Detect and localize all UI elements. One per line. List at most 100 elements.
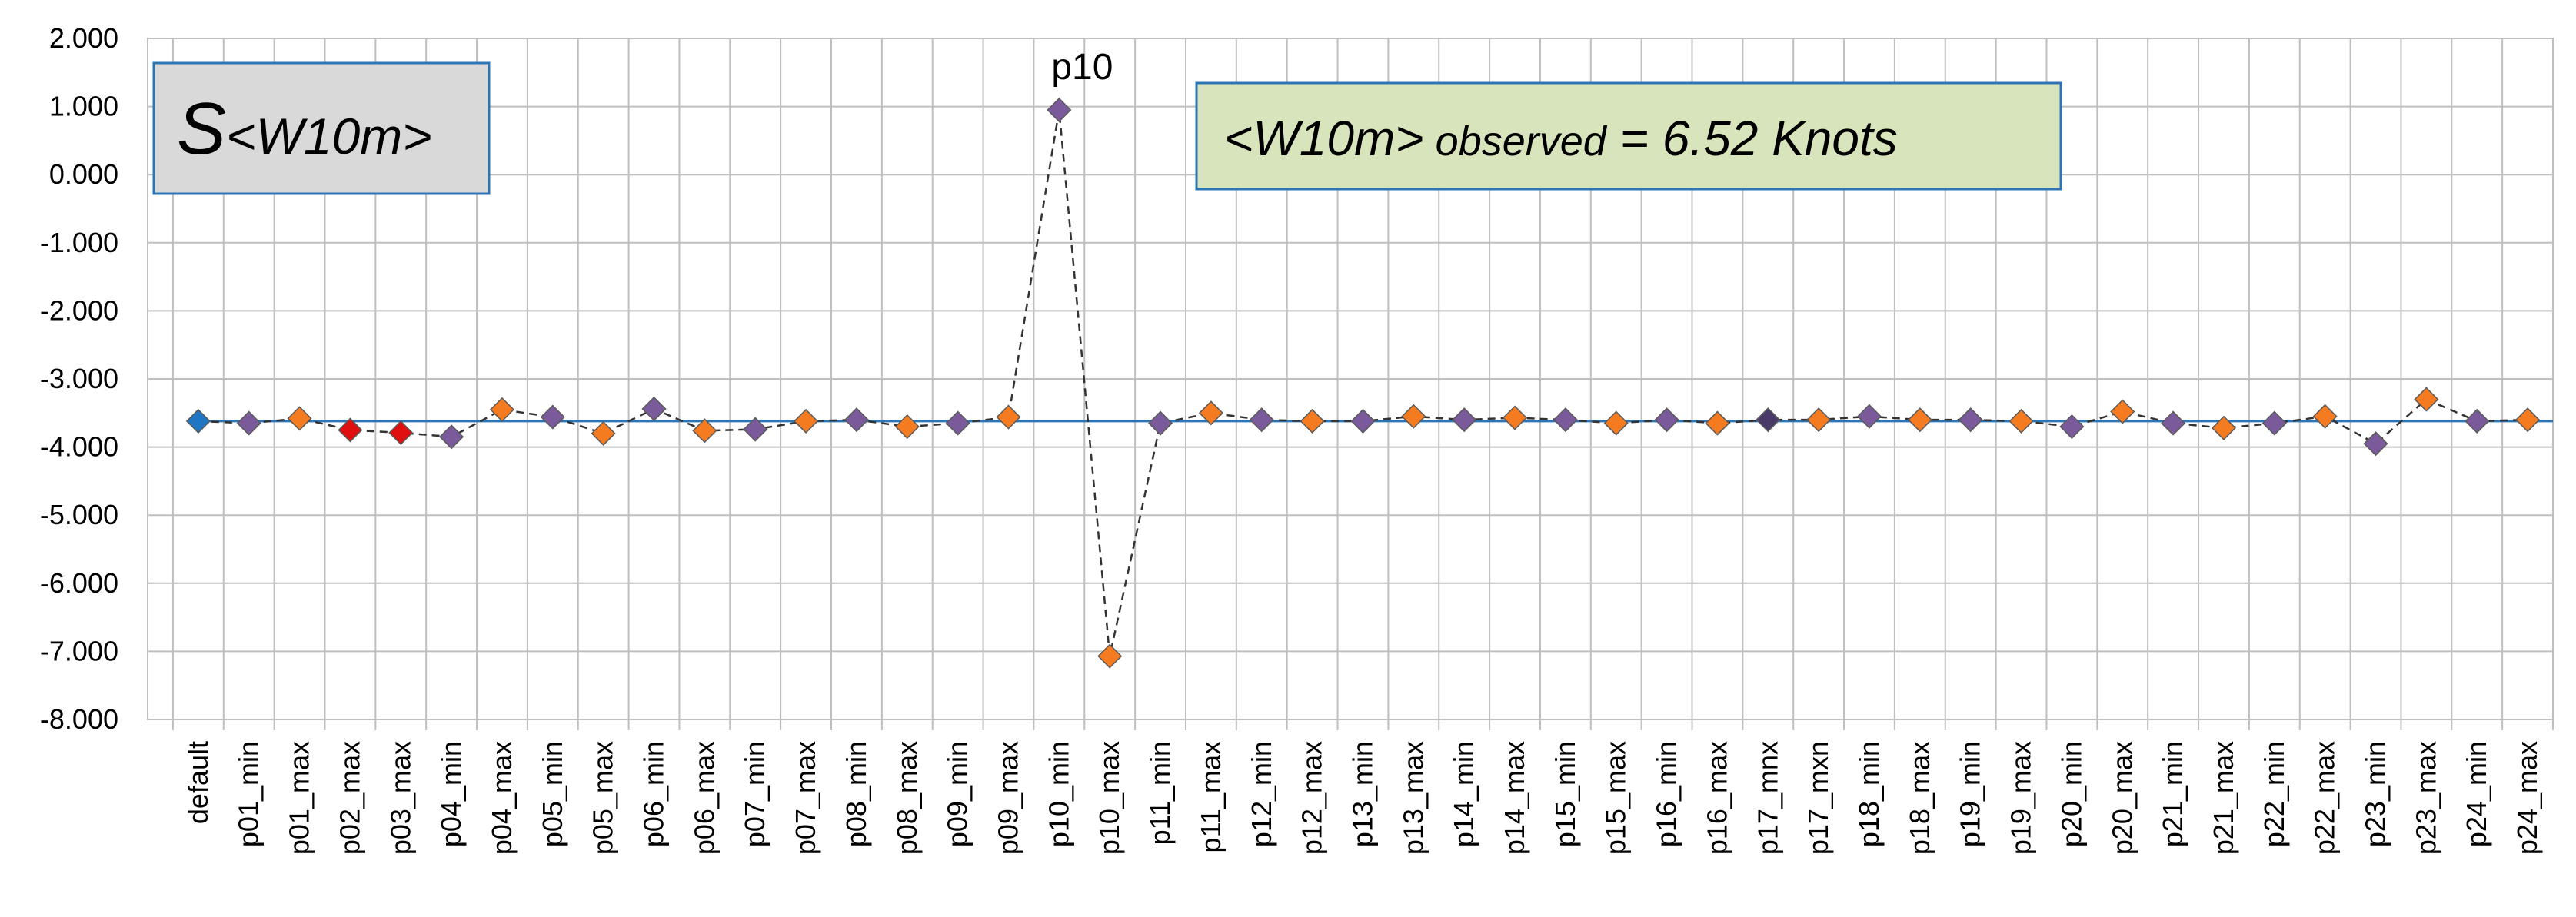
x-tick-label: p03_max [384, 741, 416, 855]
svg-text:S<W10m>: S<W10m> [177, 88, 432, 170]
data-point-p10_min [1047, 97, 1072, 123]
x-tick-label: p15_max [1600, 741, 1632, 855]
observed-variable: <W10m> [1224, 111, 1424, 166]
y-tick-label: 0.000 [49, 158, 118, 190]
data-point-p13_min [1350, 408, 1376, 434]
y-tick-label: -4.000 [40, 431, 118, 463]
data-point-p01_min [236, 410, 261, 436]
data-point-p04_min [439, 424, 464, 450]
data-point-p14_min [1452, 407, 1477, 433]
x-tick-label: p13_max [1397, 741, 1429, 855]
y-tick-label: -2.000 [40, 294, 118, 326]
y-tick-label: -1.000 [40, 227, 118, 258]
data-point-p18_max [1907, 407, 1932, 433]
data-point-p08_max [894, 414, 920, 440]
data-point-p21_min [2161, 410, 2186, 436]
data-point-p09_max [996, 404, 1021, 430]
observed-value: = 6.52 Knots [1606, 111, 1898, 166]
x-tick-label: p05_min [537, 741, 568, 847]
sensitivity-label-box: S<W10m> [152, 61, 491, 195]
x-tick-label: p19_max [2005, 741, 2037, 855]
x-tick-label: p09_min [942, 741, 973, 847]
x-tick-label: p01_max [284, 741, 315, 855]
x-tick-label: p01_min [233, 741, 265, 847]
data-point-p16_max [1705, 410, 1730, 436]
y-tick-label: 2.000 [49, 22, 118, 54]
x-tick-label: p20_min [2055, 741, 2087, 847]
data-point-p14_max [1502, 405, 1528, 430]
label-layer: p10 [1051, 47, 1113, 88]
data-point-p03_max [388, 420, 414, 446]
series-line [198, 109, 2528, 656]
data-point-p15_min [1553, 407, 1578, 433]
x-tick-label: p14_max [1499, 741, 1530, 855]
data-point-p16_min [1654, 407, 1679, 433]
x-tick-label: p23_min [2360, 741, 2391, 847]
x-tick-label: p18_min [1853, 741, 1885, 847]
axis-layer: 2.000 1.000 0.000 -1.000 -2.000 -3.000 -4.000 -… [40, 22, 2554, 855]
x-tick-label: p19_min [1955, 741, 1986, 847]
data-point-p20_max [2110, 399, 2135, 424]
x-tick-label: p20_max [2106, 741, 2138, 855]
data-point-p21_max [2211, 415, 2237, 440]
x-tick-label: p17_mnx [1752, 741, 1783, 855]
data-point-p10_max [1097, 643, 1123, 669]
y-tick-label: -6.000 [40, 567, 118, 599]
x-tick-label: p05_max [587, 741, 619, 855]
data-point-p24_min [2465, 408, 2490, 434]
data-point-p13_max [1401, 404, 1426, 429]
data-point-p17_mnx [1756, 407, 1781, 433]
y-tick-label: -3.000 [40, 363, 118, 394]
y-tick-label: -8.000 [40, 703, 118, 735]
x-tick-label: p04_min [435, 741, 467, 847]
x-tick-label: p18_max [1904, 741, 1935, 855]
y-tick-label: 1.000 [49, 91, 118, 122]
data-point-p04_max [489, 397, 515, 422]
peak-annotation: p10 [1051, 47, 1113, 88]
x-tick-label: p22_min [2258, 741, 2290, 847]
data-point-p22_min [2261, 410, 2287, 436]
x-tick-label: p06_min [638, 741, 670, 847]
data-point-p19_min [1958, 407, 1983, 433]
data-point-p12_min [1249, 407, 1274, 433]
data-point-p17_mxn [1806, 407, 1832, 433]
x-tick-label: p08_max [891, 741, 923, 855]
data-point-p06_min [641, 396, 667, 422]
x-tick-label: p24_min [2461, 741, 2492, 847]
x-tick-label: p07_max [790, 741, 821, 855]
data-point-p22_max [2312, 404, 2338, 429]
x-tick-label: p07_min [739, 741, 770, 847]
x-tick-label: p11_max [1195, 741, 1226, 852]
x-tick-label: p21_min [2157, 741, 2188, 847]
data-point-p05_max [591, 420, 616, 446]
x-tick-label: p23_max [2410, 741, 2441, 855]
x-tick-label: default [182, 741, 214, 824]
x-tick-label: p02_max [334, 741, 365, 855]
data-point-p15_max [1603, 410, 1629, 436]
data-point-p18_min [1856, 404, 1882, 429]
x-tick-label: p16_max [1701, 741, 1732, 855]
x-tick-label: p08_min [840, 741, 872, 847]
x-tick-label: p16_min [1651, 741, 1682, 847]
marker-layer [185, 97, 2541, 669]
data-point-p11_min [1147, 410, 1173, 436]
data-point-p20_min [2059, 414, 2085, 440]
x-tick-label: p17_mxn [1802, 741, 1834, 855]
y-tick-label: -5.000 [40, 499, 118, 530]
x-tick-label: p11_min [1144, 741, 1176, 845]
data-point-p02_max [338, 417, 363, 443]
observed-value-box: <W10m> observed = 6.52 Knots [1195, 81, 2062, 191]
data-point-default [185, 408, 211, 434]
data-point-p08_min [844, 407, 870, 433]
x-tick-label: p06_max [688, 741, 720, 855]
x-tick-label: p13_min [1346, 741, 1378, 847]
data-point-p23_max [2414, 387, 2439, 412]
data-point-p19_max [2009, 408, 2034, 434]
svg-text:<W10m> observed = 6.52 Knots: <W10m> observed = 6.52 Knots [1224, 111, 1898, 166]
x-tick-label: p12_min [1246, 741, 1277, 847]
data-point-p09_min [945, 410, 970, 436]
x-tick-label: p09_max [992, 741, 1023, 855]
x-tick-label: p15_min [1549, 741, 1581, 847]
x-tick-label: p12_max [1296, 741, 1328, 855]
